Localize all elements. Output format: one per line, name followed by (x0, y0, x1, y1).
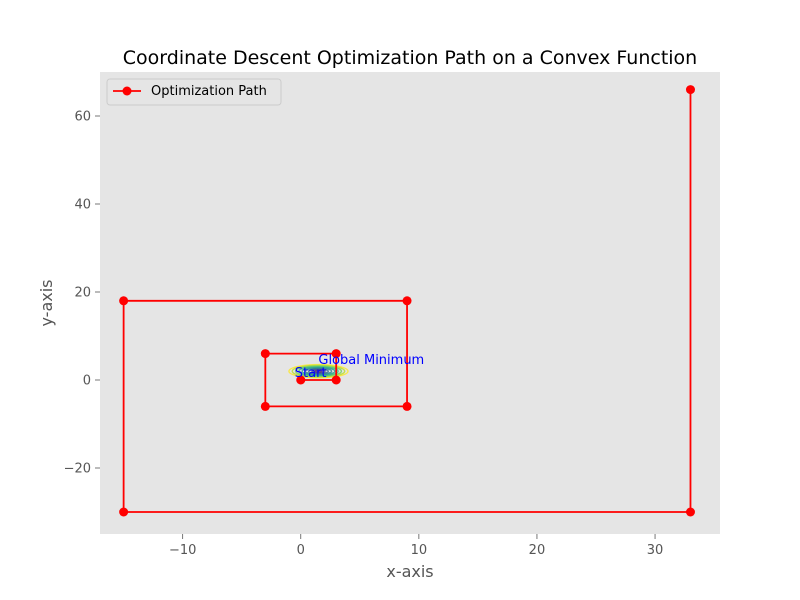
data-point (685, 507, 695, 517)
y-tick-label: 60 (74, 110, 91, 125)
x-tick-label: 10 (411, 543, 428, 558)
annotation-label: Global Minimum (318, 353, 424, 368)
data-point (260, 401, 270, 411)
contour-ring (294, 365, 343, 378)
data-point (296, 375, 306, 385)
series-layer (119, 85, 695, 517)
y-tick-label: 40 (74, 198, 91, 213)
contour-ring (311, 369, 326, 374)
contour-ring (301, 366, 336, 376)
y-axis-label: y-axis (37, 279, 56, 326)
x-tick-label: 20 (529, 543, 546, 558)
data-point (119, 507, 129, 517)
contour-ring (314, 369, 323, 373)
data-point (402, 296, 412, 306)
data-point (685, 85, 695, 95)
contour-ring (288, 363, 349, 379)
data-point (331, 375, 341, 385)
x-tick-label: 0 (297, 543, 305, 558)
y-tick-label: 20 (74, 286, 91, 301)
contour-ring (298, 366, 339, 377)
y-tick-label: 0 (83, 374, 91, 389)
y-tick-label: −20 (64, 462, 91, 477)
legend: Optimization Path (106, 78, 282, 106)
legend-label: Optimization Path (151, 84, 267, 99)
data-point (402, 401, 412, 411)
axis-ticks: −10 0 10 20 30 −20 0 20 40 60 (64, 110, 664, 559)
contour-ring (307, 368, 330, 375)
contour-ring (291, 364, 346, 378)
data-point (260, 349, 270, 359)
annotation-label: Start (295, 366, 327, 381)
data-point (331, 349, 341, 359)
contour-plot (288, 363, 349, 379)
legend-box (106, 78, 282, 106)
chart-title: Coordinate Descent Optimization Path on … (123, 47, 697, 69)
x-axis-label: x-axis (386, 562, 433, 581)
data-point (119, 296, 129, 306)
contour-ring (304, 367, 333, 375)
x-tick-label: −10 (169, 543, 196, 558)
legend-marker-swatch (122, 86, 132, 96)
x-tick-label: 30 (647, 543, 664, 558)
